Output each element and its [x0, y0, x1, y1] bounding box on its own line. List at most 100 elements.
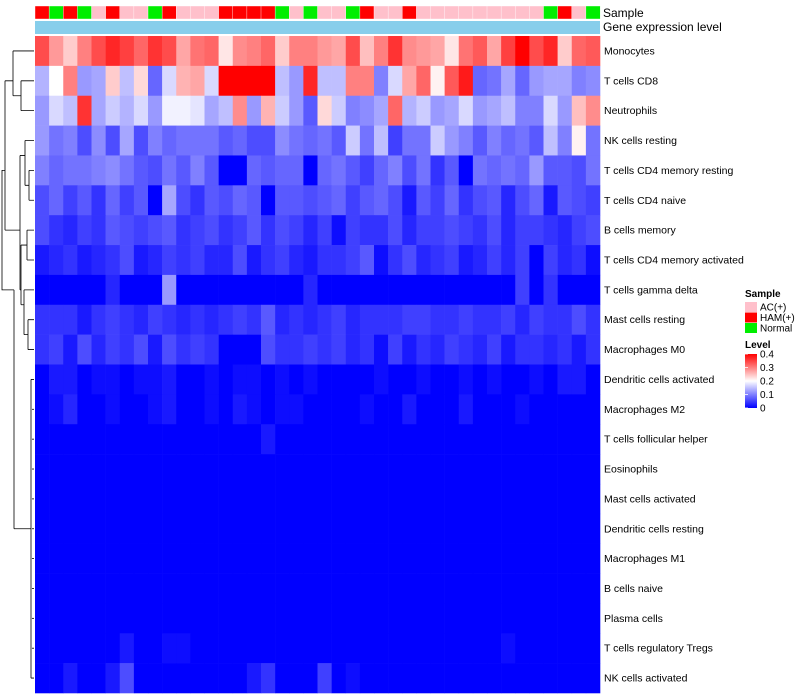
heatmap-cell — [303, 125, 318, 156]
heatmap-cell — [402, 424, 417, 455]
heatmap-cell — [35, 125, 50, 156]
heatmap-cell — [515, 543, 530, 574]
heatmap-cell — [444, 603, 460, 634]
sample-annotation-cell — [529, 5, 545, 20]
heatmap-cell — [176, 424, 191, 455]
heatmap-cell — [63, 215, 78, 246]
heatmap-cell — [148, 65, 163, 97]
heatmap-cell — [317, 334, 332, 365]
heatmap-cell — [119, 483, 135, 515]
sample-annotation-cell — [176, 5, 191, 20]
heatmap-cell — [458, 185, 474, 216]
heatmap-cell — [571, 36, 587, 67]
heatmap-cell — [388, 36, 403, 67]
heatmap-cell — [585, 633, 601, 664]
heatmap-cell — [162, 663, 177, 694]
heatmap-cell — [345, 513, 361, 544]
heatmap-cell — [232, 513, 248, 544]
heatmap-cell — [105, 364, 121, 395]
heatmap-cell — [261, 95, 276, 126]
heatmap-cell — [529, 633, 544, 664]
sample-annotation-cell — [585, 5, 601, 20]
heatmap-cell — [472, 513, 488, 544]
heatmap-cell — [543, 483, 558, 515]
heatmap-cell — [232, 543, 248, 574]
heatmap-cell — [246, 274, 262, 306]
heatmap-cell — [458, 155, 474, 186]
heatmap-cell — [303, 65, 318, 97]
heatmap-cell — [190, 454, 205, 485]
heatmap-cell — [119, 245, 135, 276]
heatmap-cell — [515, 513, 530, 544]
heatmap-cell — [133, 334, 149, 365]
heatmap-cell — [162, 245, 177, 276]
heatmap-cell — [571, 334, 587, 365]
heatmap-cell — [133, 424, 149, 455]
heatmap-cell — [148, 304, 163, 335]
sample-annotation-cell — [557, 5, 573, 20]
heatmap-cell — [303, 304, 318, 335]
level-tick-label: 0.2 — [760, 377, 774, 388]
heatmap-cell — [105, 334, 121, 365]
heatmap-cell — [388, 633, 403, 664]
heatmap-cell — [515, 65, 530, 97]
heatmap-cell — [232, 125, 248, 156]
heatmap-cell — [487, 215, 502, 246]
heatmap-cell — [571, 65, 587, 97]
heatmap-cell — [275, 155, 290, 186]
heatmap-cell — [91, 65, 106, 97]
heatmap-cell — [289, 424, 304, 455]
heatmap-cell — [63, 185, 78, 216]
heatmap-cell — [472, 304, 488, 335]
heatmap-cell — [388, 424, 403, 455]
heatmap-cell — [63, 155, 78, 186]
heatmap-cell — [331, 95, 347, 126]
heatmap-cell — [317, 155, 332, 186]
heatmap-cell — [458, 454, 474, 485]
heatmap-cell — [275, 394, 290, 425]
heatmap-cell — [388, 364, 403, 395]
heatmap-cell — [289, 334, 304, 365]
heatmap-cell — [204, 274, 219, 306]
heatmap-cell — [218, 334, 234, 365]
heatmap-cell — [501, 304, 516, 335]
heatmap-cell — [63, 304, 78, 335]
heatmap-cell — [303, 215, 318, 246]
heatmap-cell — [91, 603, 106, 634]
heatmap-cell — [176, 573, 191, 604]
heatmap-cell — [487, 603, 502, 634]
heatmap-cell — [162, 95, 177, 126]
heatmap-cell — [374, 155, 389, 186]
heatmap-cell — [585, 454, 601, 485]
sample-annotation-cell — [472, 5, 488, 20]
heatmap-cell — [77, 334, 92, 365]
heatmap-cell — [49, 454, 64, 485]
heatmap-cell — [388, 394, 403, 425]
heatmap-cell — [472, 633, 488, 664]
heatmap-cell — [162, 603, 177, 634]
heatmap-cell — [218, 483, 234, 515]
sample-annotation-label: Sample — [603, 6, 644, 20]
heatmap-cell — [430, 65, 445, 97]
heatmap-cell — [585, 483, 601, 515]
heatmap-cell — [430, 663, 445, 694]
heatmap-cell — [204, 663, 219, 694]
heatmap-cell — [374, 394, 389, 425]
heatmap-cell — [35, 95, 50, 126]
heatmap-cell — [176, 245, 191, 276]
heatmap-cell — [571, 125, 587, 156]
heatmap-cell — [543, 633, 558, 664]
heatmap-cell — [148, 215, 163, 246]
heatmap-cell — [289, 454, 304, 485]
sample-legend-label: AC(+) — [760, 303, 786, 314]
heatmap-cell — [543, 513, 558, 544]
heatmap-cell — [204, 513, 219, 544]
heatmap-cell — [133, 304, 149, 335]
heatmap-cell — [105, 603, 121, 634]
heatmap-cell — [105, 304, 121, 335]
heatmap-cell — [261, 364, 276, 395]
heatmap-cell — [91, 155, 106, 186]
heatmap-cell — [35, 603, 50, 634]
heatmap-cell — [246, 304, 262, 335]
heatmap-cell — [261, 215, 276, 246]
